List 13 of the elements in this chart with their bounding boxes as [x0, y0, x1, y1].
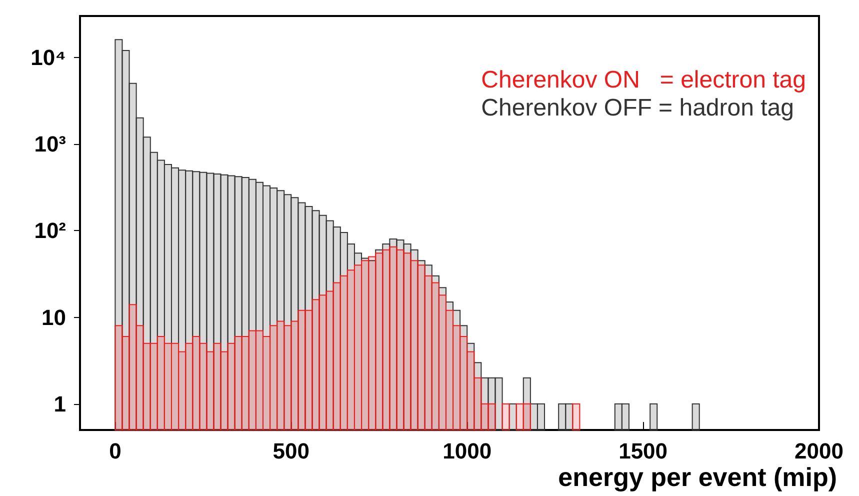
y-tick-label: 10 [42, 304, 66, 330]
x-axis-title: energy per event (mip) [558, 462, 838, 492]
y-tick-label: 10³ [34, 131, 66, 156]
x-tick-label: 0 [109, 438, 122, 464]
x-tick-label: 1000 [442, 438, 492, 464]
text: Cherenkov ON = electron tag [481, 66, 806, 94]
x-tick-label: 1500 [618, 438, 668, 464]
y-tick-label: 1 [54, 391, 66, 416]
y-tick-label: 10² [34, 218, 66, 244]
y-tick-label: 10⁴ [30, 44, 66, 70]
x-tick-label: 2000 [794, 438, 844, 464]
text: Cherenkov OFF = hadron tag [481, 94, 794, 122]
x-tick-label: 500 [272, 438, 310, 464]
